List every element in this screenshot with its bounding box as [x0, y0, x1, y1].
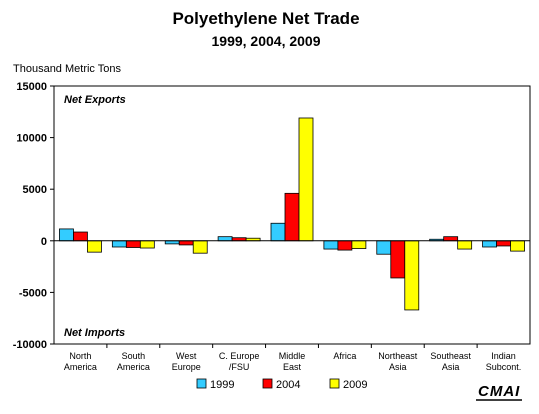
category-label: South America	[117, 351, 150, 372]
y-tick-label: -5000	[19, 287, 47, 299]
bar-1999	[376, 240, 392, 255]
bar-2009	[298, 117, 314, 242]
category-label: Africa	[333, 351, 356, 361]
category-label-line: Asia	[389, 362, 407, 372]
logo-text: CMAI	[478, 383, 520, 400]
y-tick-label: 5000	[23, 184, 47, 196]
bar-2009	[351, 240, 367, 249]
bar-2009	[87, 240, 102, 253]
legend-swatch-1999	[196, 378, 207, 389]
bar-2009	[139, 240, 155, 249]
chart-title: Polyethylene Net Trade	[172, 9, 359, 28]
category-label-line: America	[64, 362, 97, 372]
category-label: Indian Subcont.	[486, 351, 522, 372]
category-label-line: Subcont.	[486, 362, 522, 372]
net-imports-annotation: Net Imports	[64, 327, 125, 339]
category-label-line: Middle	[279, 351, 306, 361]
bar-1999	[270, 222, 286, 242]
category-label: Southeast Asia	[430, 351, 471, 372]
category-label-line: West	[176, 351, 197, 361]
bar-1999	[111, 240, 127, 248]
category-label-line: America	[117, 362, 150, 372]
legend-label-2009: 2009	[343, 379, 367, 391]
bar-2004	[284, 192, 300, 242]
category-label: Middle East	[279, 351, 306, 372]
category-label-line: Northeast	[378, 351, 418, 361]
category-label: Northeast Asia	[378, 351, 418, 372]
legend-swatch-2009	[329, 378, 340, 389]
category-label-line: Asia	[442, 362, 460, 372]
y-axis-label: Thousand Metric Tons	[13, 63, 122, 75]
bar-2004	[125, 240, 141, 248]
chart-subtitle: 1999, 2004, 2009	[212, 33, 321, 49]
bar-1999	[217, 236, 233, 242]
bar-2004	[390, 240, 406, 279]
category-label-line: C. Europe	[219, 351, 260, 361]
bar-1999	[323, 240, 339, 250]
legend-swatch-2004	[262, 378, 273, 389]
cmai-logo: CMAI	[476, 383, 522, 401]
y-tick-label: 15000	[16, 81, 47, 93]
bar-2009	[192, 240, 208, 254]
bar-2004	[178, 240, 194, 246]
category-label-line: Africa	[333, 351, 356, 361]
y-tick-label: -10000	[13, 339, 47, 351]
bar-2009	[457, 240, 473, 250]
bar-1999	[59, 228, 74, 242]
bar-2004	[496, 240, 511, 247]
legend: 1999 2004 2009	[196, 378, 367, 391]
category-label-line: Southeast	[430, 351, 471, 361]
category-label-line: South	[122, 351, 146, 361]
category-label: West Europe	[172, 351, 201, 372]
bar-2009	[510, 240, 525, 252]
y-axis-ticks: 15000 10000 5000 0 -5000 -10000	[13, 81, 54, 351]
y-tick-label: 10000	[16, 133, 47, 145]
category-label-line: North	[69, 351, 91, 361]
category-label: C. Europe/FSU	[219, 351, 260, 372]
category-label-line: Europe	[172, 362, 201, 372]
y-tick-label: 0	[41, 236, 47, 248]
legend-label-1999: 1999	[210, 379, 234, 391]
net-exports-annotation: Net Exports	[64, 94, 126, 106]
bar-2004	[73, 231, 88, 242]
category-label-line: Indian	[491, 351, 516, 361]
bar-1999	[482, 240, 497, 248]
bar-2004	[443, 236, 459, 242]
bar-2004	[337, 240, 353, 251]
category-label-line: East	[283, 362, 302, 372]
category-label: North America	[64, 351, 97, 372]
category-label-line: /FSU	[229, 362, 250, 372]
bar-2009	[404, 240, 420, 311]
legend-label-2004: 2004	[276, 379, 300, 391]
